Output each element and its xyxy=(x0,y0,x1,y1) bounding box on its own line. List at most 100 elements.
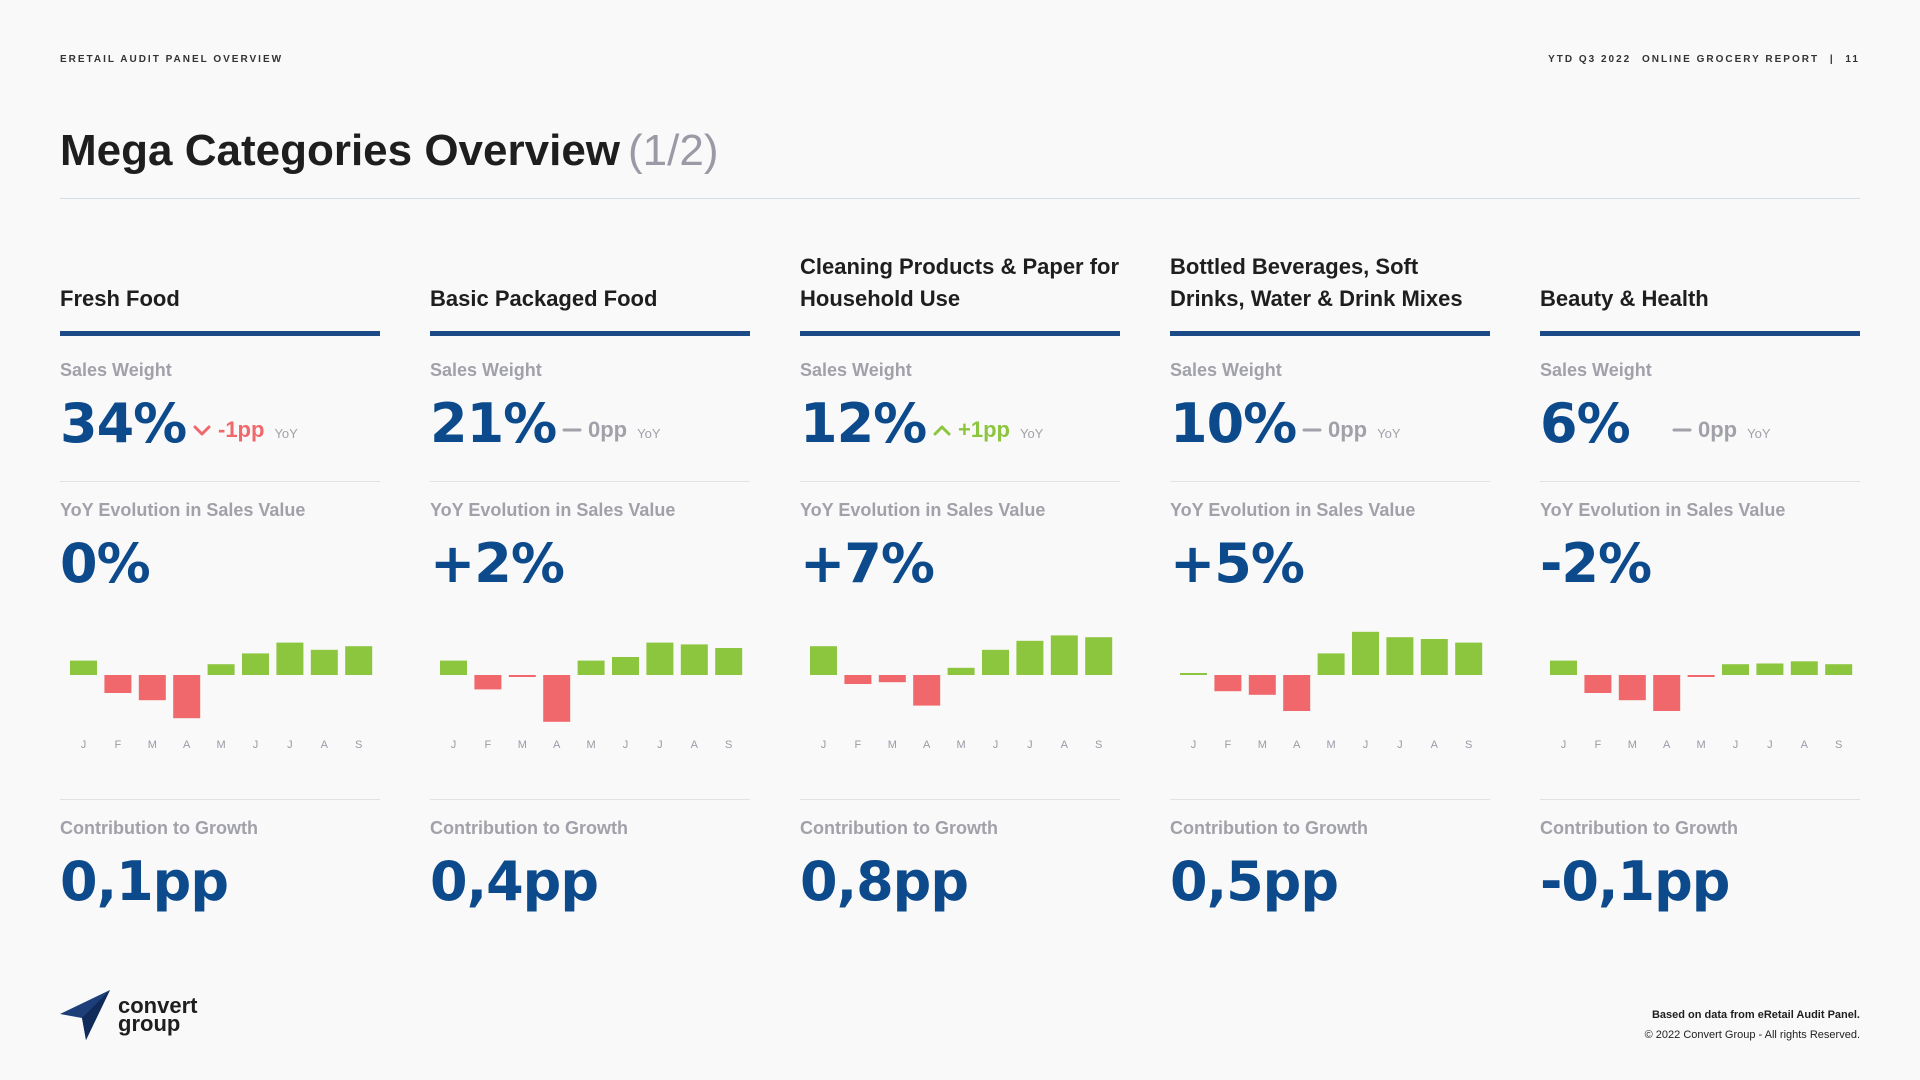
report-name: ONLINE GROCERY REPORT xyxy=(1642,54,1820,65)
month-tick-label: J xyxy=(81,739,87,751)
report-period: YTD Q3 2022 xyxy=(1548,54,1632,65)
divider xyxy=(1170,799,1490,800)
yoy-evolution-value: 0% xyxy=(60,532,151,595)
month-tick-label: M xyxy=(1327,739,1336,751)
source-note: Based on data from eRetail Audit Panel. xyxy=(1651,1009,1860,1021)
month-tick-label: J xyxy=(1191,739,1197,751)
trend-down-icon xyxy=(190,419,216,441)
bar-J xyxy=(1386,637,1414,675)
bar-M xyxy=(138,675,166,701)
sales-weight-label: Sales Weight xyxy=(800,360,912,380)
month-tick-label: J xyxy=(623,739,629,751)
divider xyxy=(1170,481,1490,482)
trend-flat-icon xyxy=(560,419,586,441)
yoy-evolution-label: YoY Evolution in Sales Value xyxy=(1170,500,1416,520)
bar-J xyxy=(1016,640,1044,675)
sales-weight-value: 6% xyxy=(1540,392,1631,455)
month-tick-label: F xyxy=(115,739,122,751)
month-tick-label: A xyxy=(1663,739,1671,751)
month-tick-label: S xyxy=(1835,739,1842,751)
divider xyxy=(430,481,750,482)
month-tick-label: A xyxy=(1293,739,1301,751)
contribution-label: Contribution to Growth xyxy=(1540,818,1738,838)
month-tick-label: A xyxy=(183,739,191,751)
month-tick-label: A xyxy=(1801,739,1809,751)
sales-weight-change: +1pp YoY xyxy=(930,417,1043,443)
divider xyxy=(800,481,1120,482)
sales-weight-change: 0pp YoY xyxy=(1300,417,1401,443)
bar-A xyxy=(1420,639,1448,675)
bar-J xyxy=(612,657,639,675)
month-tick-label: M xyxy=(587,739,596,751)
trend-up-icon xyxy=(930,419,956,441)
brand-logo: convert group xyxy=(58,988,197,1042)
logo-wordmark: convert group xyxy=(118,993,198,1036)
contribution-label: Contribution to Growth xyxy=(1170,818,1368,838)
bar-F xyxy=(1214,675,1242,692)
bar-F xyxy=(844,675,872,684)
month-tick-label: M xyxy=(957,739,966,751)
contribution-value: 0,8pp xyxy=(800,850,969,913)
divider xyxy=(430,799,750,800)
month-tick-label: M xyxy=(518,739,527,751)
contribution-label: Contribution to Growth xyxy=(430,818,628,838)
divider xyxy=(1540,799,1860,800)
bar-A xyxy=(173,675,201,719)
bar-A xyxy=(1790,661,1818,675)
yoy-evolution-value: +5% xyxy=(1170,532,1305,595)
month-tick-label: A xyxy=(553,739,561,751)
month-tick-label: J xyxy=(657,739,663,751)
bar-J xyxy=(1756,663,1784,675)
change-value: 0pp xyxy=(1698,417,1738,442)
bar-F xyxy=(1584,675,1612,693)
month-tick-label: F xyxy=(485,739,492,751)
bar-F xyxy=(104,675,132,693)
month-tick-label: M xyxy=(1697,739,1706,751)
yoy-tag: YoY xyxy=(637,425,661,441)
sales-weight-change: 0pp YoY xyxy=(560,417,661,443)
change-value: -1pp xyxy=(218,417,265,442)
logo-arrow-icon xyxy=(60,990,110,1040)
category-card: Basic Packaged Food Sales Weight 21% 0pp… xyxy=(430,250,750,930)
yoy-evolution-label: YoY Evolution in Sales Value xyxy=(800,500,1046,520)
sales-weight-value: 12% xyxy=(800,392,927,455)
month-tick-label: M xyxy=(888,739,897,751)
bar-A xyxy=(913,675,941,706)
month-tick-label: F xyxy=(1225,739,1232,751)
bar-J xyxy=(1550,660,1577,675)
footer-note: Based on data from eRetail Audit Panel. … xyxy=(1645,1005,1860,1045)
month-tick-label: J xyxy=(1027,739,1033,751)
month-tick-label: A xyxy=(1061,739,1069,751)
bar-M xyxy=(1618,675,1646,701)
change-value: +1pp xyxy=(958,417,1010,442)
bar-J xyxy=(70,660,97,675)
title-divider xyxy=(60,198,1860,199)
bar-S xyxy=(1825,664,1853,675)
sales-weight-label: Sales Weight xyxy=(1170,360,1282,380)
bar-M xyxy=(577,660,605,675)
sales-weight-label: Sales Weight xyxy=(60,360,172,380)
bar-M xyxy=(1248,675,1276,695)
category-title: Basic Packaged Food xyxy=(430,250,750,336)
month-tick-label: A xyxy=(1431,739,1439,751)
bar-J xyxy=(810,646,837,675)
month-tick-label: J xyxy=(1397,739,1403,751)
yoy-evolution-label: YoY Evolution in Sales Value xyxy=(60,500,306,520)
bar-S xyxy=(1085,637,1113,675)
month-tick-label: M xyxy=(148,739,157,751)
contribution-label: Contribution to Growth xyxy=(60,818,258,838)
contribution-value: 0,1pp xyxy=(60,850,229,913)
sales-weight-value: 10% xyxy=(1170,392,1297,455)
category-title: Cleaning Products & Paper for Household … xyxy=(800,250,1120,336)
sales-weight-label: Sales Weight xyxy=(430,360,542,380)
bar-J xyxy=(276,642,304,675)
bar-S xyxy=(345,646,373,675)
bar-A xyxy=(543,675,571,722)
month-tick-label: J xyxy=(1363,739,1369,751)
bar-M xyxy=(508,675,536,677)
contribution-value: -0,1pp xyxy=(1540,850,1730,913)
